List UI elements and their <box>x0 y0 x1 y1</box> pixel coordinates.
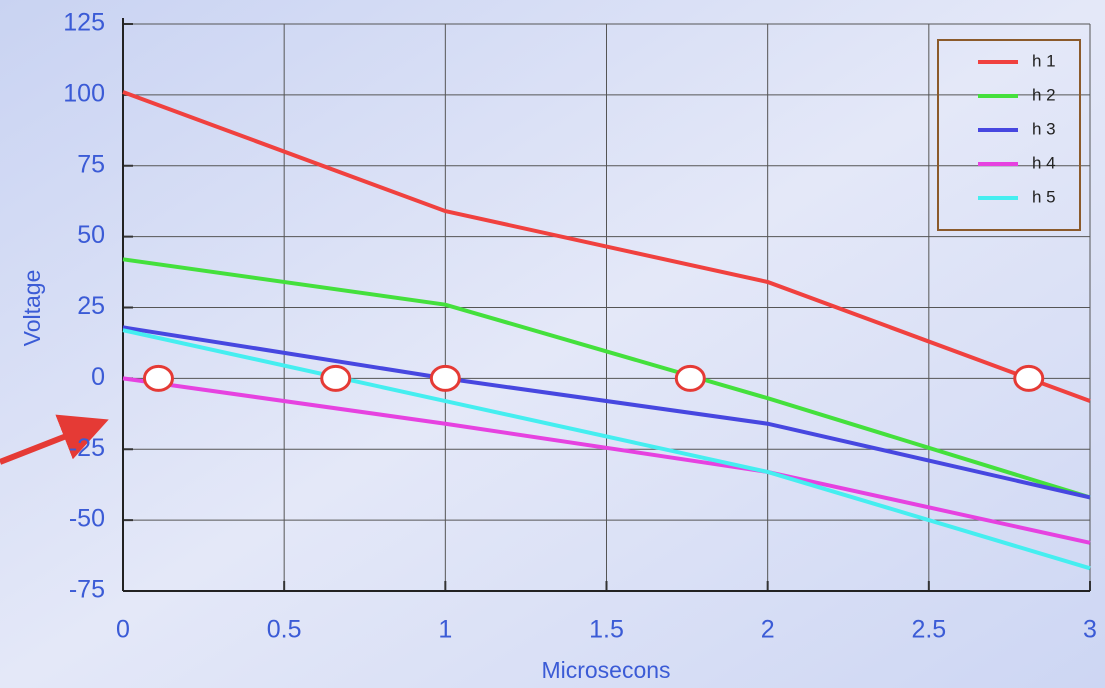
y-tick-label: -25 <box>69 434 105 462</box>
x-tick-label: 0 <box>116 616 130 644</box>
legend-label: h 4 <box>1032 153 1056 172</box>
y-tick-label: -50 <box>69 505 105 533</box>
y-tick-label: 125 <box>63 9 105 37</box>
zero-crossing-marker <box>1015 366 1043 390</box>
x-axis-label: Microsecons <box>541 657 670 683</box>
y-tick-label: -75 <box>69 576 105 604</box>
y-tick-label: 75 <box>77 150 105 178</box>
legend-label: h 5 <box>1032 187 1056 206</box>
y-tick-label: 100 <box>63 79 105 107</box>
chart: Voltage Microsecons -75 -50 -25 0 25 50 75 100 1… <box>0 0 1105 688</box>
x-tick-label: 1.5 <box>589 616 624 644</box>
x-tick-label: 2.5 <box>911 616 946 644</box>
legend-label: h 1 <box>1032 51 1056 70</box>
y-axis-label: Voltage <box>19 270 45 347</box>
zero-crossing-marker <box>322 366 350 390</box>
x-tick-label: 0.5 <box>267 616 302 644</box>
zero-crossing-marker <box>676 366 704 390</box>
y-tick-label: 25 <box>77 292 105 320</box>
y-tick-label: 0 <box>91 363 105 391</box>
x-tick-label: 1 <box>438 616 452 644</box>
legend-label: h 2 <box>1032 85 1056 104</box>
zero-crossing-marker <box>431 366 459 390</box>
y-tick-label: 50 <box>77 221 105 249</box>
legend-label: h 3 <box>1032 119 1056 138</box>
x-tick-label: 3 <box>1083 616 1097 644</box>
x-tick-label: 2 <box>761 616 775 644</box>
zero-crossing-marker <box>144 366 172 390</box>
